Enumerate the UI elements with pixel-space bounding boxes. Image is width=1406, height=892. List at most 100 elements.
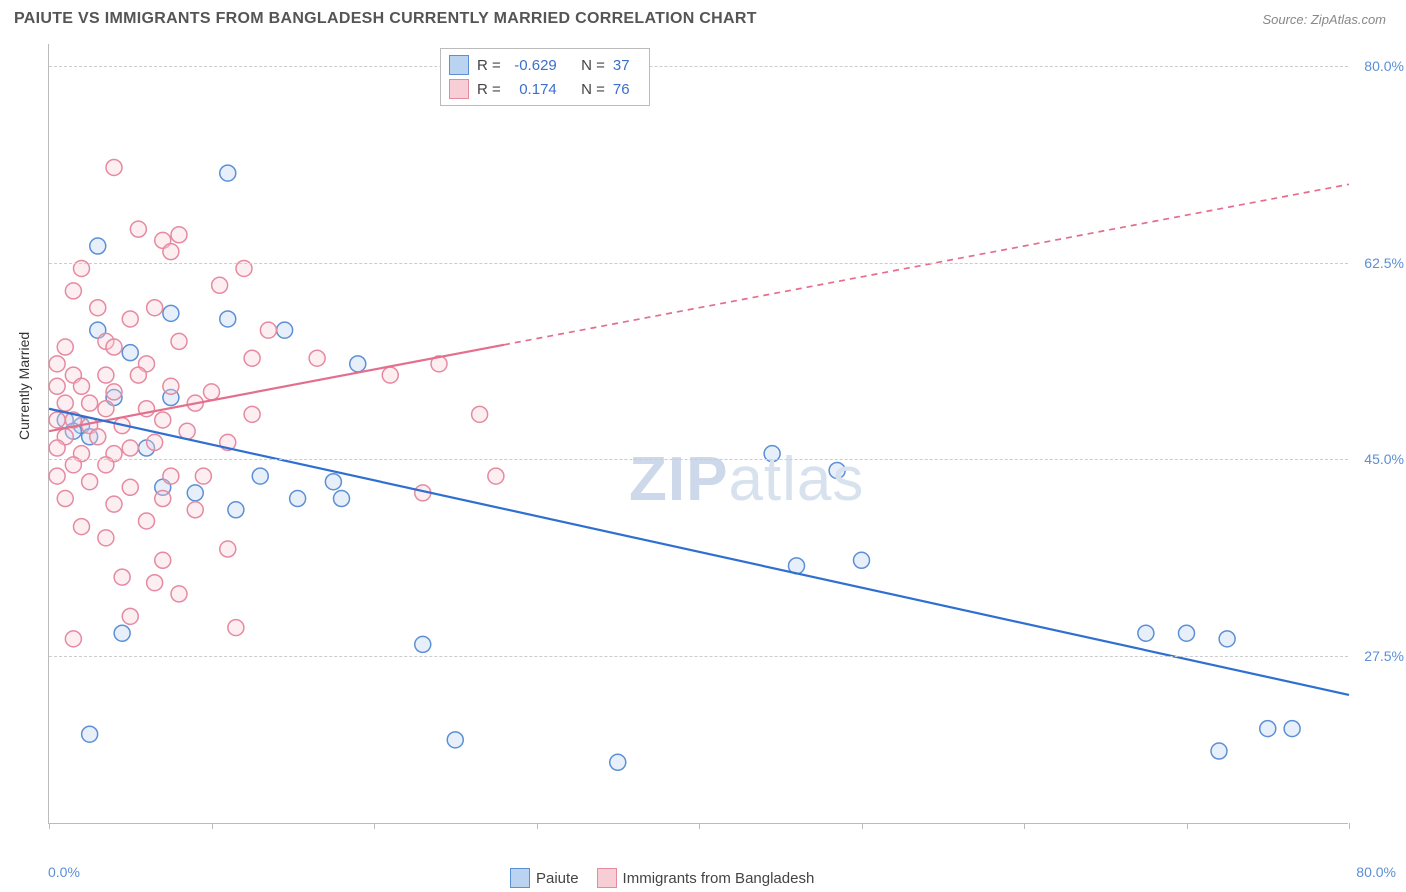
data-point xyxy=(334,491,350,507)
data-point xyxy=(220,311,236,327)
data-point xyxy=(309,350,325,366)
data-point xyxy=(228,502,244,518)
y-tick-label: 45.0% xyxy=(1352,451,1404,467)
data-point xyxy=(130,367,146,383)
data-point xyxy=(155,491,171,507)
data-point xyxy=(1211,743,1227,759)
data-point xyxy=(90,238,106,254)
data-point xyxy=(1138,625,1154,641)
x-tick-mark xyxy=(49,823,50,829)
data-point xyxy=(82,395,98,411)
x-axis-min-label: 0.0% xyxy=(48,864,80,880)
data-point xyxy=(447,732,463,748)
data-point xyxy=(171,586,187,602)
n-label: N = xyxy=(581,57,605,74)
data-point xyxy=(171,333,187,349)
r-value: -0.629 xyxy=(509,57,557,74)
legend-swatch xyxy=(597,868,617,888)
data-point xyxy=(1284,721,1300,737)
data-point xyxy=(122,345,138,361)
data-point xyxy=(98,530,114,546)
data-point xyxy=(57,491,73,507)
data-point xyxy=(106,496,122,512)
legend-label: Immigrants from Bangladesh xyxy=(623,870,815,887)
chart-title: PAIUTE VS IMMIGRANTS FROM BANGLADESH CUR… xyxy=(14,10,757,28)
data-point xyxy=(228,620,244,636)
data-point xyxy=(220,541,236,557)
data-point xyxy=(49,356,65,372)
legend-label: Paiute xyxy=(536,870,579,887)
x-tick-mark xyxy=(374,823,375,829)
data-point xyxy=(65,631,81,647)
x-tick-mark xyxy=(862,823,863,829)
data-point xyxy=(49,440,65,456)
data-point xyxy=(212,277,228,293)
legend-series: Paiute Immigrants from Bangladesh xyxy=(510,868,814,888)
gridline xyxy=(49,459,1348,460)
x-axis-max-label: 80.0% xyxy=(1356,864,1396,880)
data-point xyxy=(195,468,211,484)
y-tick-label: 27.5% xyxy=(1352,648,1404,664)
y-tick-label: 80.0% xyxy=(1352,58,1404,74)
r-label: R = xyxy=(477,57,501,74)
r-label: R = xyxy=(477,81,501,98)
x-tick-mark xyxy=(699,823,700,829)
gridline xyxy=(49,66,1348,67)
data-point xyxy=(829,462,845,478)
data-point xyxy=(147,300,163,316)
data-point xyxy=(139,513,155,529)
data-point xyxy=(114,569,130,585)
plot-area: ZIPatlas 27.5%45.0%62.5%80.0% xyxy=(48,44,1348,824)
data-point xyxy=(252,468,268,484)
n-value: 37 xyxy=(613,57,641,74)
x-tick-mark xyxy=(212,823,213,829)
data-point xyxy=(98,367,114,383)
data-point xyxy=(187,485,203,501)
data-point xyxy=(1219,631,1235,647)
trend-line-dashed xyxy=(504,184,1349,344)
data-point xyxy=(74,378,90,394)
data-point xyxy=(415,636,431,652)
data-point xyxy=(106,159,122,175)
legend-item: Immigrants from Bangladesh xyxy=(597,868,815,888)
legend-stats: R =-0.629 N = 37R =0.174 N = 76 xyxy=(440,48,650,106)
data-point xyxy=(98,401,114,417)
gridline xyxy=(49,263,1348,264)
data-point xyxy=(130,221,146,237)
data-point xyxy=(122,608,138,624)
data-point xyxy=(277,322,293,338)
gridline xyxy=(49,656,1348,657)
x-tick-mark xyxy=(1024,823,1025,829)
legend-swatch xyxy=(449,55,469,75)
x-tick-mark xyxy=(537,823,538,829)
y-tick-label: 62.5% xyxy=(1352,255,1404,271)
trend-line xyxy=(49,409,1349,695)
legend-stat-row: R =0.174 N = 76 xyxy=(449,77,641,101)
data-point xyxy=(49,378,65,394)
data-point xyxy=(244,350,260,366)
data-point xyxy=(187,502,203,518)
data-point xyxy=(325,474,341,490)
data-point xyxy=(65,283,81,299)
legend-swatch xyxy=(510,868,530,888)
data-point xyxy=(49,412,65,428)
data-point xyxy=(90,300,106,316)
data-point xyxy=(155,412,171,428)
n-value: 76 xyxy=(613,81,641,98)
data-point xyxy=(114,625,130,641)
data-point xyxy=(49,468,65,484)
chart-header: PAIUTE VS IMMIGRANTS FROM BANGLADESH CUR… xyxy=(0,0,1406,36)
data-point xyxy=(122,479,138,495)
legend-swatch xyxy=(449,79,469,99)
x-tick-mark xyxy=(1349,823,1350,829)
data-point xyxy=(163,378,179,394)
data-point xyxy=(204,384,220,400)
data-point xyxy=(472,406,488,422)
y-axis-label: Currently Married xyxy=(16,332,32,440)
data-point xyxy=(147,434,163,450)
data-point xyxy=(155,552,171,568)
data-point xyxy=(57,395,73,411)
data-point xyxy=(90,429,106,445)
data-point xyxy=(610,754,626,770)
r-value: 0.174 xyxy=(509,81,557,98)
